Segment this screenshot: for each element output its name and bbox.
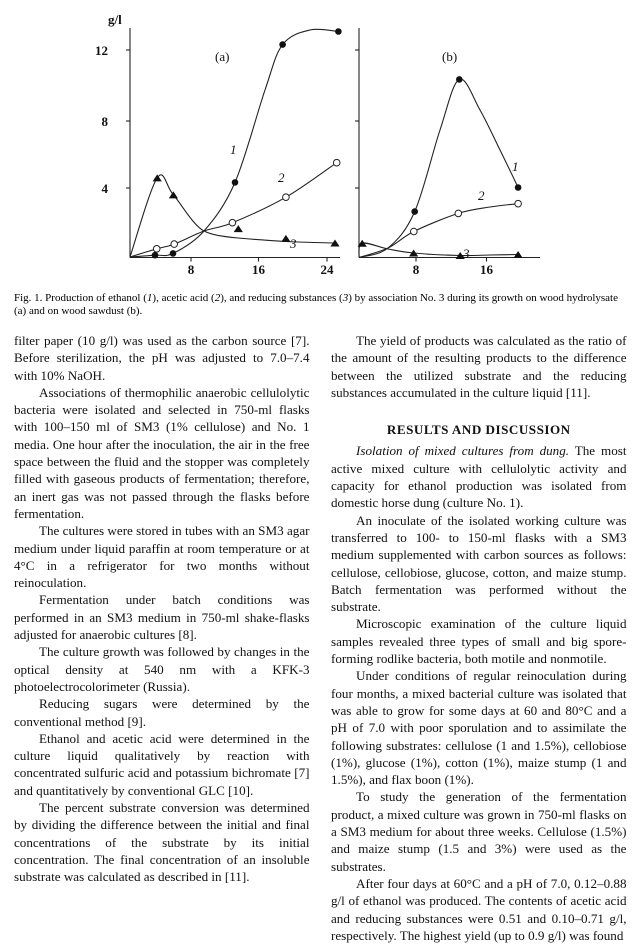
svg-text:8: 8 <box>102 114 109 129</box>
svg-text:(a): (a) <box>215 49 229 64</box>
svg-text:8: 8 <box>413 262 420 276</box>
svg-text:4: 4 <box>102 181 109 196</box>
svg-text:12: 12 <box>95 43 108 58</box>
svg-text:1: 1 <box>230 142 237 157</box>
svg-text:3: 3 <box>462 246 470 261</box>
svg-text:2: 2 <box>478 188 485 203</box>
svg-text:16: 16 <box>480 262 494 276</box>
svg-text:3: 3 <box>289 236 297 251</box>
svg-text:g/l: g/l <box>108 12 122 27</box>
svg-text:24: 24 <box>321 262 335 276</box>
svg-text:(b): (b) <box>442 49 457 64</box>
svg-text:2: 2 <box>278 170 285 185</box>
svg-text:8: 8 <box>188 262 195 276</box>
svg-text:1: 1 <box>512 159 519 174</box>
svg-text:16: 16 <box>252 262 266 276</box>
